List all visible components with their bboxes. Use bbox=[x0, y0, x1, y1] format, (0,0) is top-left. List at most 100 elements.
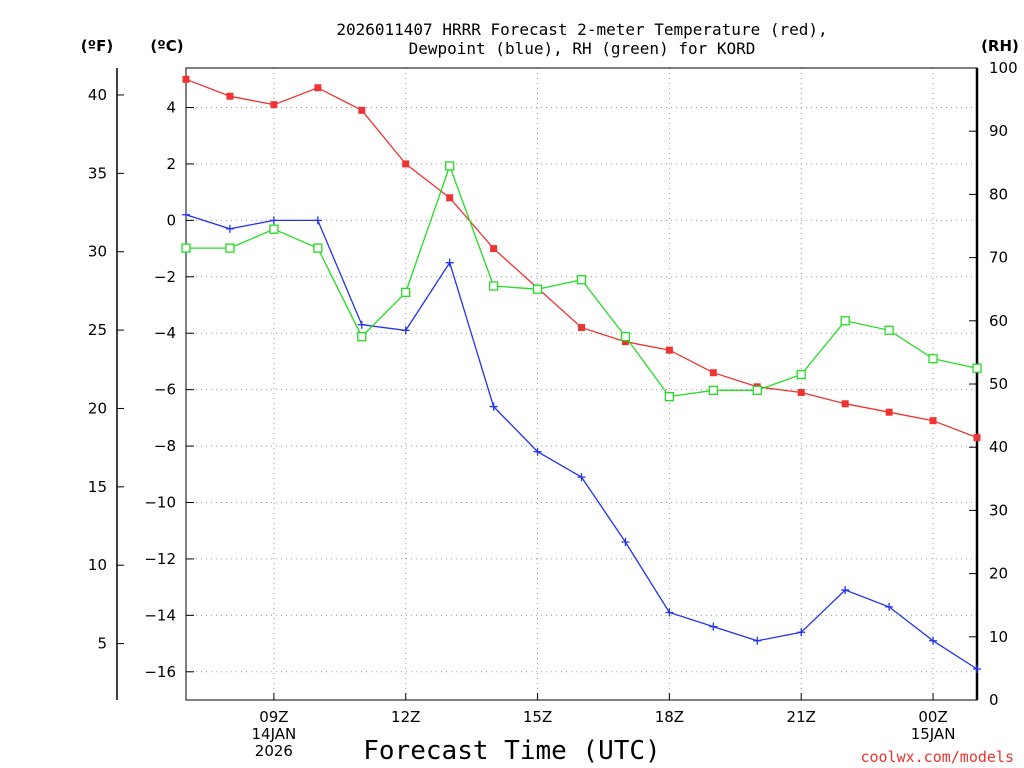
dewpoint-point bbox=[841, 585, 850, 594]
celsius-tick-label: 2 bbox=[166, 155, 176, 173]
dewpoint-point bbox=[401, 326, 410, 335]
x-axis-label: Forecast Time (UTC) bbox=[363, 736, 660, 766]
2-meter-temperature-point bbox=[182, 75, 190, 83]
rh-tick-label: 90 bbox=[989, 122, 1008, 140]
rh-tick-label: 30 bbox=[989, 501, 1008, 519]
2-meter-temperature-point bbox=[665, 346, 673, 354]
fahrenheit-tick-label: 30 bbox=[88, 243, 107, 261]
fahrenheit-tick-label: 25 bbox=[88, 321, 107, 339]
plot-frame bbox=[185, 67, 978, 701]
rh-point bbox=[840, 316, 850, 326]
x-tick-label: 14JAN bbox=[252, 725, 297, 743]
fahrenheit-tick-label: 20 bbox=[88, 399, 107, 417]
rh-point bbox=[357, 331, 367, 342]
x-tick-label: 15JAN bbox=[911, 725, 956, 743]
celsius-tick-label: 0 bbox=[166, 211, 176, 229]
celsius-tick-label: −10 bbox=[144, 494, 176, 512]
dewpoint-point bbox=[357, 320, 366, 329]
rh-tick-label: 80 bbox=[989, 185, 1008, 203]
2-meter-temperature-point bbox=[885, 408, 893, 416]
x-tick-label: 2026 bbox=[255, 742, 293, 760]
tick-labels: 420−2−4−6−8−10−12−14−1640353025201510510… bbox=[88, 59, 1018, 760]
2-meter-temperature-point bbox=[797, 388, 805, 396]
celsius-tick-label: −8 bbox=[154, 437, 176, 455]
celsius-tick-label: −2 bbox=[154, 268, 176, 286]
celsius-tick-label: −6 bbox=[154, 381, 176, 399]
dewpoint-point bbox=[313, 216, 322, 225]
celsius-tick-label: −14 bbox=[144, 606, 176, 624]
dewpoint-point bbox=[885, 602, 894, 611]
rh-tick-label: 50 bbox=[989, 375, 1008, 393]
x-tick-label: 18Z bbox=[655, 708, 684, 726]
dewpoint-point bbox=[753, 636, 762, 645]
data-series bbox=[181, 75, 982, 673]
2-meter-temperature-point bbox=[973, 434, 981, 442]
rh-point bbox=[181, 243, 191, 253]
x-tick-label: 09Z bbox=[259, 708, 288, 726]
rh-point bbox=[576, 275, 587, 285]
dewpoint-point bbox=[797, 628, 806, 637]
celsius-tick-label: −16 bbox=[144, 663, 176, 681]
rh-tick-label: 100 bbox=[989, 59, 1018, 77]
dewpoint-point bbox=[973, 664, 981, 673]
rh-tick-label: 40 bbox=[989, 438, 1008, 456]
rh-tick-label: 60 bbox=[989, 312, 1008, 330]
dewpoint-point bbox=[182, 210, 190, 219]
dewpoint-point bbox=[577, 473, 586, 482]
2-meter-temperature-point bbox=[446, 194, 454, 202]
dewpoint-point bbox=[445, 258, 454, 267]
2-meter-temperature-point bbox=[358, 106, 366, 114]
dewpoint-point bbox=[665, 608, 674, 617]
rh-point bbox=[313, 243, 323, 253]
dewpoint-point bbox=[225, 224, 234, 233]
celsius-tick-label: 4 bbox=[166, 99, 176, 117]
rh-point bbox=[796, 369, 806, 380]
dewpoint-point bbox=[489, 402, 498, 411]
dewpoint-point bbox=[533, 447, 542, 456]
2-meter-temperature-point bbox=[621, 338, 629, 346]
2-meter-temperature-point bbox=[841, 400, 849, 408]
2-meter-temperature-point bbox=[578, 324, 585, 332]
fahrenheit-tick-label: 10 bbox=[88, 556, 107, 574]
chart-title-line-1: 2026011407 HRRR Forecast 2-meter Tempera… bbox=[336, 20, 827, 39]
rh-point bbox=[664, 391, 675, 402]
2-meter-temperature-line bbox=[185, 78, 978, 439]
celsius-tick-label: −12 bbox=[144, 550, 176, 568]
rh-point bbox=[532, 284, 543, 294]
x-tick-label: 00Z bbox=[918, 708, 947, 726]
2-meter-temperature-point bbox=[490, 245, 498, 253]
rh-point bbox=[269, 224, 279, 234]
celsius-unit-label: (ºC) bbox=[150, 37, 183, 55]
fahrenheit-tick-label: 35 bbox=[88, 164, 107, 182]
rh-tick-label: 20 bbox=[989, 565, 1008, 583]
dewpoint-point bbox=[709, 622, 718, 631]
rh-unit-label: (RH) bbox=[981, 37, 1019, 55]
rh-tick-label: 10 bbox=[989, 628, 1008, 646]
dewpoint-point bbox=[621, 538, 630, 546]
chart-title-line-2: Dewpoint (blue), RH (green) for KORD bbox=[409, 39, 756, 58]
axes bbox=[116, 67, 979, 701]
rh-point bbox=[884, 325, 894, 335]
2-meter-temperature-point bbox=[314, 84, 322, 92]
dewpoint-point bbox=[269, 216, 278, 225]
2-meter-temperature-point bbox=[929, 417, 937, 425]
2-meter-temperature-point bbox=[402, 160, 410, 168]
credit-text: coolwx.com/models bbox=[860, 748, 1014, 766]
rh-point bbox=[972, 363, 982, 373]
x-tick-label: 15Z bbox=[523, 708, 552, 726]
rh-point bbox=[401, 287, 411, 298]
2-meter-temperature-point bbox=[709, 369, 717, 377]
2-meter-temperature-point bbox=[226, 92, 234, 100]
fahrenheit-tick-label: 40 bbox=[88, 86, 107, 104]
rh-point bbox=[225, 243, 235, 253]
fahrenheit-tick-label: 5 bbox=[97, 635, 107, 653]
gridlines bbox=[186, 68, 977, 700]
rh-point bbox=[445, 161, 455, 171]
fahrenheit-tick-label: 15 bbox=[88, 478, 107, 496]
rh-tick-label: 0 bbox=[989, 691, 999, 709]
2-meter-temperature-point bbox=[270, 101, 278, 109]
celsius-tick-label: −4 bbox=[154, 324, 176, 342]
fahrenheit-unit-label: (ºF) bbox=[81, 37, 113, 55]
rh-point bbox=[928, 354, 938, 364]
